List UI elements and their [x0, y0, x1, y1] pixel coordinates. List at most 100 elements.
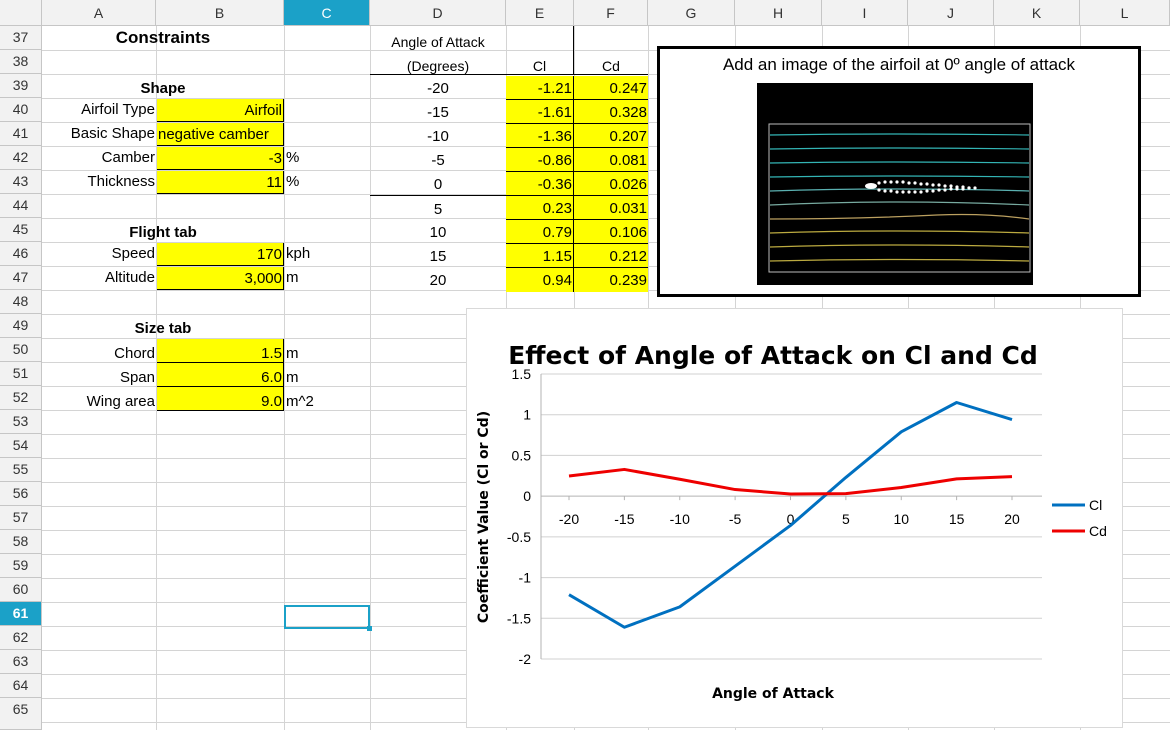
y-tick-labels: 1.5 1 0.5 0 -0.5 -1 -1.5 -2: [507, 366, 531, 667]
cd-cell[interactable]: 0.328: [574, 100, 648, 124]
row-header[interactable]: 45: [0, 218, 42, 242]
column-header-g[interactable]: G: [648, 0, 735, 26]
row-header[interactable]: 60: [0, 578, 42, 602]
cd-cell[interactable]: 0.106: [574, 220, 648, 244]
row-header[interactable]: 54: [0, 434, 42, 458]
cl-cell[interactable]: 1.15: [506, 244, 574, 268]
chart-canvas: Effect of Angle of Attack on Cl and Cd 1…: [476, 341, 1107, 702]
row-header[interactable]: 37: [0, 26, 42, 50]
row-header[interactable]: 65: [0, 698, 42, 730]
angle-header-line2: (Degrees): [370, 53, 506, 75]
row-header[interactable]: 56: [0, 482, 42, 506]
angle-cell[interactable]: 0: [433, 176, 443, 193]
column-header-h[interactable]: H: [735, 0, 822, 26]
altitude-unit: m: [286, 269, 299, 286]
column-header-b[interactable]: B: [156, 0, 284, 26]
select-all-corner[interactable]: [0, 0, 42, 26]
row-header[interactable]: 51: [0, 362, 42, 386]
row-header[interactable]: 49: [0, 314, 42, 338]
altitude-cell[interactable]: 3,000: [157, 267, 284, 290]
row-header[interactable]: 55: [0, 458, 42, 482]
cl-cell[interactable]: 0.23: [506, 196, 574, 220]
angle-cell[interactable]: 15: [429, 248, 447, 265]
y-tick-label: 1.5: [512, 366, 532, 382]
cd-cell[interactable]: 0.026: [574, 172, 648, 196]
cl-cell[interactable]: -1.61: [506, 100, 574, 124]
autofill-handle[interactable]: [367, 626, 372, 631]
airfoil-image-box[interactable]: Add an image of the airfoil at 0º angle …: [657, 46, 1141, 297]
airfoil-type-cell[interactable]: Airfoil: [157, 99, 284, 122]
row-header[interactable]: 50: [0, 338, 42, 362]
column-header-c[interactable]: C: [284, 0, 370, 26]
row-header[interactable]: 38: [0, 50, 42, 74]
wing-area-cell[interactable]: 9.0: [157, 387, 284, 411]
table-divider: [573, 26, 574, 54]
row-header[interactable]: 47: [0, 266, 42, 290]
cl-cell[interactable]: 0.79: [506, 220, 574, 244]
cd-cell[interactable]: 0.239: [574, 268, 648, 292]
row-header[interactable]: 42: [0, 146, 42, 170]
span-cell[interactable]: 6.0: [157, 363, 284, 387]
angle-cell[interactable]: -15: [427, 104, 449, 121]
x-tick-label: -15: [614, 511, 634, 527]
angle-cell[interactable]: 20: [429, 272, 447, 289]
chart-legend[interactable]: Cl Cd: [1052, 497, 1107, 539]
row-header[interactable]: 53: [0, 410, 42, 434]
row-header-selected[interactable]: 61: [0, 602, 42, 626]
row-header[interactable]: 52: [0, 386, 42, 410]
y-tick-label: -1: [519, 570, 532, 586]
row-header[interactable]: 46: [0, 242, 42, 266]
camber-cell[interactable]: -3: [157, 147, 284, 170]
basic-shape-cell[interactable]: negative camber: [157, 123, 284, 146]
column-header-e[interactable]: E: [506, 0, 574, 26]
cd-cell[interactable]: 0.212: [574, 244, 648, 268]
angle-cell[interactable]: -5: [431, 152, 445, 169]
angle-cell[interactable]: -10: [427, 128, 449, 145]
angle-cell[interactable]: -20: [427, 80, 449, 97]
row-header[interactable]: 41: [0, 122, 42, 146]
column-header-a[interactable]: A: [42, 0, 156, 26]
row-header[interactable]: 44: [0, 194, 42, 218]
row-header[interactable]: 59: [0, 554, 42, 578]
cl-cell[interactable]: -1.36: [506, 124, 574, 148]
row-header[interactable]: 63: [0, 650, 42, 674]
column-header-l[interactable]: L: [1080, 0, 1170, 26]
cl-cell[interactable]: -0.36: [506, 172, 574, 196]
chord-cell[interactable]: 1.5: [157, 339, 284, 363]
column-header-d[interactable]: D: [370, 0, 506, 26]
row-header[interactable]: 39: [0, 74, 42, 98]
cd-cell[interactable]: 0.081: [574, 148, 648, 172]
row-header[interactable]: 57: [0, 506, 42, 530]
row-header[interactable]: 48: [0, 290, 42, 314]
wing-area-label: Wing area: [86, 393, 155, 410]
cd-cell[interactable]: 0.031: [574, 196, 648, 220]
cl-cell[interactable]: 0.94: [506, 268, 574, 292]
cl-cell[interactable]: -0.86: [506, 148, 574, 172]
angle-cell[interactable]: 10: [429, 224, 447, 241]
row-header[interactable]: 43: [0, 170, 42, 194]
column-header-k[interactable]: K: [994, 0, 1080, 26]
speed-cell[interactable]: 170: [157, 243, 284, 266]
cell-cursor[interactable]: [284, 605, 370, 629]
cl-cell[interactable]: -1.21: [506, 76, 574, 100]
airfoil-image[interactable]: [757, 83, 1033, 285]
x-tick-label: 20: [1004, 511, 1020, 527]
thickness-cell[interactable]: 11: [157, 171, 284, 194]
y-axis-label: Coefficient Value (Cl or Cd): [476, 411, 492, 623]
series-line-cd[interactable]: [568, 467, 1013, 496]
row-header[interactable]: 58: [0, 530, 42, 554]
wing-area-unit: m^2: [286, 393, 314, 410]
column-header-f[interactable]: F: [574, 0, 648, 26]
series-line-cl[interactable]: [568, 401, 1013, 629]
row-header[interactable]: 40: [0, 98, 42, 122]
column-header-j[interactable]: J: [908, 0, 994, 26]
cd-cell[interactable]: 0.207: [574, 124, 648, 148]
row-header[interactable]: 62: [0, 626, 42, 650]
column-header-i[interactable]: I: [822, 0, 908, 26]
angle-cell[interactable]: 5: [370, 195, 506, 219]
chart-object[interactable]: Effect of Angle of Attack on Cl and Cd 1…: [466, 308, 1123, 728]
span-unit: m: [286, 369, 299, 386]
row-header[interactable]: 64: [0, 674, 42, 698]
cd-cell[interactable]: 0.247: [574, 76, 648, 100]
speed-unit: kph: [286, 245, 311, 262]
